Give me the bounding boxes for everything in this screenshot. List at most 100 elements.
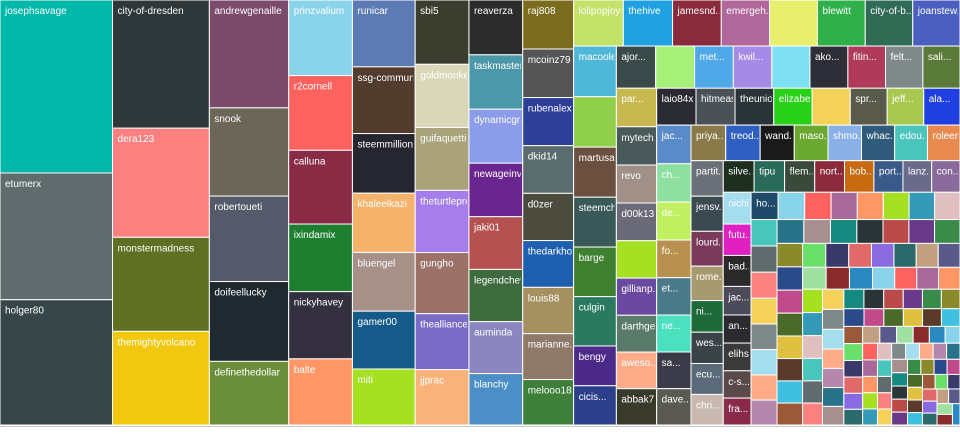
tile-label-box: robertoueti xyxy=(214,202,262,213)
tile-label-box: whac... xyxy=(866,131,893,142)
tile-label-box: gungho xyxy=(420,259,454,270)
tile-label-box: doifeellucky xyxy=(214,288,266,299)
tile xyxy=(862,359,878,377)
tile xyxy=(873,160,904,193)
tile-label-box: nort... xyxy=(820,167,843,178)
tile-label-box: newageinv xyxy=(474,169,522,180)
tile xyxy=(615,202,658,242)
tile-label-box: goldmonkey xyxy=(420,70,474,81)
tile xyxy=(847,45,887,89)
tile-label: marianne... xyxy=(528,340,578,351)
tile-label-box: dave... xyxy=(662,395,689,406)
tile xyxy=(862,375,878,394)
tile xyxy=(871,266,896,290)
tile xyxy=(902,288,923,310)
tile-label: sbi5 xyxy=(420,6,439,17)
tile xyxy=(615,126,658,166)
tile-label: kwil... xyxy=(738,52,763,63)
tile xyxy=(896,325,914,344)
tile-label-box: felt... xyxy=(891,52,913,63)
tile xyxy=(414,252,470,315)
tile xyxy=(918,342,934,360)
tile xyxy=(908,191,936,221)
tile-label: robertoueti xyxy=(214,202,262,213)
tile xyxy=(722,223,752,256)
tile-label: bob... xyxy=(849,167,874,178)
tile-label: an... xyxy=(728,321,747,332)
tile xyxy=(351,192,416,253)
tile-label: calluna xyxy=(294,156,326,167)
tile-label: darthge... xyxy=(621,321,663,332)
tile-label-box: lolipopjoys xyxy=(579,6,626,17)
tile-label: melooo182 xyxy=(528,386,578,397)
tile xyxy=(907,358,922,375)
tile-label: holger80 xyxy=(5,306,44,317)
tile xyxy=(932,342,948,360)
tile-label-box: ne... xyxy=(662,321,681,332)
tile xyxy=(656,239,692,279)
tile xyxy=(907,399,923,414)
tile xyxy=(883,288,904,310)
tile xyxy=(776,242,804,268)
tile-label-box: sali... xyxy=(928,52,951,63)
tile xyxy=(940,288,960,310)
tile-label: bluengel xyxy=(357,258,395,269)
tile xyxy=(351,66,416,135)
tile-label: barge xyxy=(579,253,605,264)
tile-label: bad... xyxy=(728,261,753,272)
tile-label: dera123 xyxy=(118,134,155,145)
tile-label-box: bluengel xyxy=(357,258,395,269)
tile-label-box: wand... xyxy=(764,131,792,142)
tile-label: newageinv xyxy=(474,169,522,180)
tile-label-box: themightyvolcano xyxy=(118,337,196,348)
tile xyxy=(573,0,624,47)
tile xyxy=(802,380,824,404)
tile xyxy=(876,392,893,410)
tile xyxy=(720,0,771,47)
tile-label: runicar xyxy=(357,6,388,17)
tile-label: auminda xyxy=(474,328,513,339)
tile-label-box: sbi5 xyxy=(420,6,439,17)
tile xyxy=(615,388,658,426)
tile xyxy=(822,328,845,350)
tile-label: joanstew... xyxy=(917,6,960,17)
tile-label-box: darthge... xyxy=(621,321,663,332)
tile-label-box: miti xyxy=(357,375,373,386)
tile-label-box: jac... xyxy=(661,131,683,142)
tile-label-box: marianne... xyxy=(528,340,578,351)
tile xyxy=(848,242,872,268)
tile-label: hitmeas... xyxy=(701,94,744,105)
tile xyxy=(655,45,696,89)
tile-label-box: mcoinz79 xyxy=(528,55,571,66)
tile-label: lolipopjoys xyxy=(579,6,626,17)
tile-label: themightyvolcano xyxy=(118,337,196,348)
tile-label-box: con... xyxy=(937,167,958,178)
tile-label-box: legendchew xyxy=(474,275,528,286)
tile-label: lourd... xyxy=(696,237,727,248)
tile xyxy=(573,96,617,148)
tile-label: legendchew xyxy=(474,275,528,286)
tile xyxy=(908,219,936,244)
tile xyxy=(776,289,804,314)
tile xyxy=(468,373,524,426)
tile-label-box: priya... xyxy=(696,131,724,142)
tile xyxy=(870,242,895,268)
tile-label: andrewgenaille xyxy=(214,6,282,17)
tile-label: goldmonkey xyxy=(420,70,474,81)
tile-label: ako... xyxy=(815,52,839,63)
tile xyxy=(876,408,893,426)
tile-label: monstermadness xyxy=(118,243,195,254)
tile-label-box: joanstew... xyxy=(917,6,960,17)
tile-label-box: city-of-b... xyxy=(870,6,910,17)
tile xyxy=(802,312,824,337)
tile-label-box: c-s... xyxy=(728,377,749,388)
tile xyxy=(876,342,893,361)
tile-label: silve... xyxy=(728,167,756,178)
tile-label: taskmaster... xyxy=(474,61,531,72)
tile-label: bengy xyxy=(579,352,606,363)
tile xyxy=(822,405,845,426)
tile-label-box: ecu... xyxy=(696,369,720,380)
tile-label: elihs xyxy=(728,349,749,360)
